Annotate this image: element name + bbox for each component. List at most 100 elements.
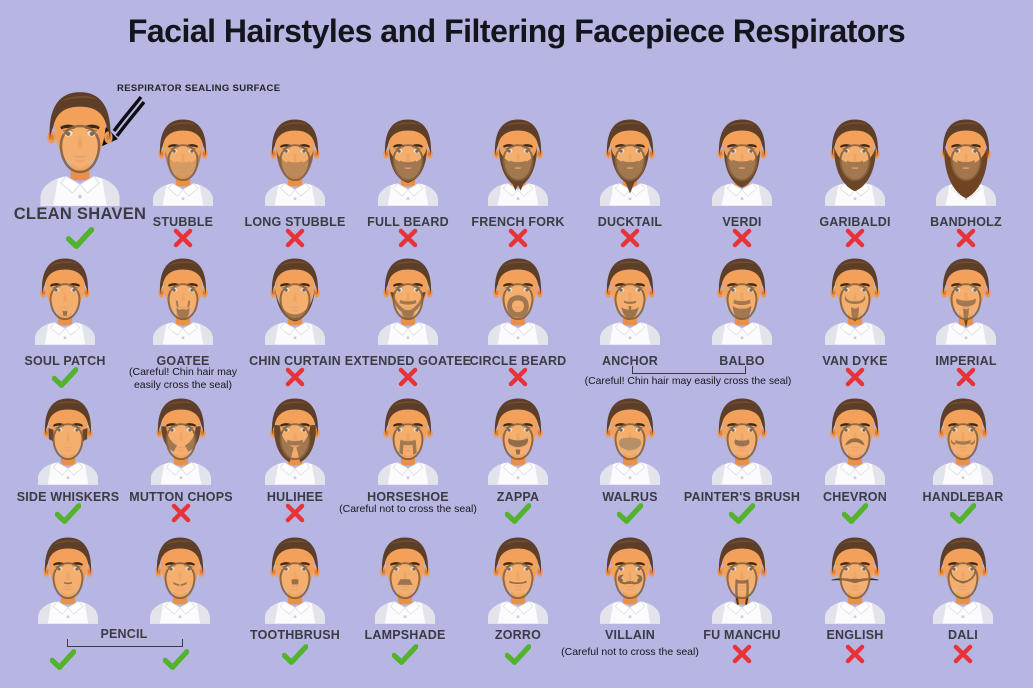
label-chevron: CHEVRON xyxy=(823,490,887,504)
check-icon xyxy=(505,644,531,665)
face-villain xyxy=(600,537,660,624)
check-icon xyxy=(617,503,643,524)
face-full-beard xyxy=(378,119,438,206)
cross-icon xyxy=(732,228,752,248)
label-fu-manchu: FU MANCHU xyxy=(703,628,781,642)
face-mutton-chops xyxy=(151,398,211,485)
check-icon xyxy=(392,644,418,665)
label-imperial: IMPERIAL xyxy=(935,354,997,368)
cross-icon xyxy=(508,367,528,387)
label-extended-goatee: EXTENDED GOATEE xyxy=(344,354,472,368)
face-long-stubble xyxy=(265,119,325,206)
label-handlebar: HANDLEBAR xyxy=(922,490,1004,504)
face-imperial xyxy=(936,258,996,345)
label-painters-brush: PAINTER'S BRUSH xyxy=(683,490,801,504)
check-icon xyxy=(52,367,78,388)
label-garibaldi: GARIBALDI xyxy=(819,215,891,229)
cross-icon xyxy=(620,228,640,248)
label-long-stubble: LONG STUBBLE xyxy=(244,215,346,229)
cross-icon xyxy=(956,228,976,248)
cross-icon xyxy=(285,367,305,387)
face-zorro xyxy=(488,537,548,624)
face-stubble xyxy=(153,119,213,206)
cross-icon xyxy=(845,228,865,248)
label-balbo: BALBO xyxy=(719,354,765,368)
label-lampshade: LAMPSHADE xyxy=(364,628,446,642)
check-icon xyxy=(729,503,755,524)
face-clean-shaven xyxy=(40,92,120,206)
caption-horseshoe: (Careful not to cross the seal) xyxy=(339,503,477,515)
check-icon xyxy=(50,649,76,670)
check-icon xyxy=(505,503,531,524)
face-fu-manchu xyxy=(712,537,772,624)
label-zappa: ZAPPA xyxy=(496,490,540,504)
face-side-whiskers xyxy=(38,398,98,485)
face-english xyxy=(825,537,885,624)
label-van-dyke: VAN DYKE xyxy=(822,354,888,368)
label-goatee: GOATEE xyxy=(156,354,210,368)
label-hulihee: HULIHEE xyxy=(266,490,324,504)
face-soul-patch xyxy=(35,258,95,345)
label-full-beard: FULL BEARD xyxy=(367,215,449,229)
face-goatee xyxy=(153,258,213,345)
check-icon xyxy=(842,503,868,524)
cross-icon xyxy=(398,367,418,387)
cross-icon xyxy=(173,228,193,248)
cross-icon xyxy=(171,503,191,523)
face-anchor xyxy=(600,258,660,345)
face-ducktail xyxy=(600,119,660,206)
cross-icon xyxy=(732,644,752,664)
face-painters-brush xyxy=(712,398,772,485)
face-lampshade xyxy=(375,537,435,624)
group-caption-anchor-balbo: (Careful! Chin hair may easily cross the… xyxy=(584,376,792,387)
face-hulihee xyxy=(265,398,325,485)
cross-icon xyxy=(285,503,305,523)
label-clean-shaven: CLEAN SHAVEN xyxy=(13,205,147,223)
cross-icon xyxy=(956,367,976,387)
face-french-fork xyxy=(488,119,548,206)
face-pencil-a xyxy=(38,537,98,624)
caption-villain: (Careful not to cross the seal) xyxy=(561,646,699,658)
face-chin-curtain xyxy=(265,258,325,345)
face-dali xyxy=(933,537,993,624)
label-villain: VILLAIN xyxy=(604,628,655,642)
label-ducktail: DUCKTAIL xyxy=(597,215,663,229)
label-bandholz: BANDHOLZ xyxy=(930,215,1002,229)
cross-icon xyxy=(845,644,865,664)
face-pencil-b xyxy=(150,537,210,624)
label-english: ENGLISH xyxy=(826,628,884,642)
label-walrus: WALRUS xyxy=(602,490,658,504)
label-chin-curtain: CHIN CURTAIN xyxy=(249,354,341,368)
face-handlebar xyxy=(933,398,993,485)
annotation-label: RESPIRATOR SEALING SURFACE xyxy=(117,83,281,94)
check-icon xyxy=(282,644,308,665)
face-extended-goatee xyxy=(378,258,438,345)
face-walrus xyxy=(600,398,660,485)
label-dali: DALI xyxy=(948,628,978,642)
label-horseshoe: HORSESHOE xyxy=(367,490,449,504)
cross-icon xyxy=(953,644,973,664)
label-anchor: ANCHOR xyxy=(601,354,659,368)
face-toothbrush xyxy=(265,537,325,624)
caption-goatee: (Careful! Chin hair may easily cross the… xyxy=(129,366,237,391)
check-icon xyxy=(163,649,189,670)
label-verdi: VERDI xyxy=(722,215,762,229)
face-balbo xyxy=(712,258,772,345)
group-label-pencil: PENCIL xyxy=(100,627,148,641)
label-soul-patch: SOUL PATCH xyxy=(24,354,106,368)
label-stubble: STUBBLE xyxy=(152,215,214,229)
cross-icon xyxy=(398,228,418,248)
face-horseshoe xyxy=(378,398,438,485)
face-chevron xyxy=(825,398,885,485)
check-icon xyxy=(950,503,976,524)
label-mutton-chops: MUTTON CHOPS xyxy=(129,490,233,504)
face-garibaldi xyxy=(825,119,885,206)
pencil-bracket xyxy=(67,639,183,647)
label-zorro: ZORRO xyxy=(494,628,542,642)
cross-icon xyxy=(845,367,865,387)
cross-icon xyxy=(508,228,528,248)
face-circle-beard xyxy=(488,258,548,345)
page-title: Facial Hairstyles and Filtering Facepiec… xyxy=(127,13,906,49)
check-icon xyxy=(55,503,81,524)
